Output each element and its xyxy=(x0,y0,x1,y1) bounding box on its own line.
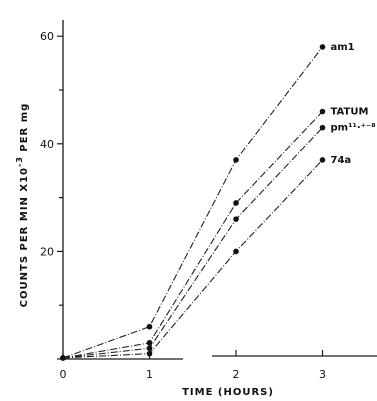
series-layer: am1 TATUM pm¹¹·⁺⁻⁸ 74a xyxy=(60,42,376,361)
series-label: TATUM xyxy=(331,107,369,118)
data-point xyxy=(146,350,153,357)
data-point xyxy=(233,157,239,163)
data-point xyxy=(319,157,326,163)
data-point xyxy=(319,124,326,131)
data-point xyxy=(319,44,326,50)
x-tick-label: 1 xyxy=(146,368,153,381)
y-tick-label: 40 xyxy=(40,138,54,151)
series-label: pm¹¹·⁺⁻⁸ xyxy=(331,123,376,134)
x-ticks: 0 1 2 3 xyxy=(60,350,326,381)
x-axis-label: TIME (HOURS) xyxy=(182,387,274,398)
series-line-3 xyxy=(62,159,323,359)
x-tick-label: 0 xyxy=(60,368,67,381)
data-point xyxy=(233,200,239,206)
y-axis-label-suffix: PER mg xyxy=(19,103,30,156)
x-axis xyxy=(63,355,377,360)
series-line-1 xyxy=(62,111,323,359)
x-tick-label: 2 xyxy=(233,368,240,381)
data-point xyxy=(146,323,153,330)
data-point xyxy=(146,340,153,346)
y-tick-label: 20 xyxy=(40,245,54,258)
series-line-0 xyxy=(62,46,323,359)
data-point xyxy=(60,355,66,361)
x-tick-label: 3 xyxy=(319,368,326,381)
y-axis-label: COUNTS PER MIN X10-3 PER mg xyxy=(15,103,30,308)
y-ticks: 20 40 60 xyxy=(40,30,63,360)
series-line-2 xyxy=(62,127,323,359)
series-label: 74a xyxy=(331,155,352,166)
y-axis-label-main: COUNTS PER MIN X10 xyxy=(19,167,30,307)
data-point xyxy=(146,345,153,352)
y-axis-label-exponent: -3 xyxy=(15,156,24,167)
data-point xyxy=(233,216,239,222)
series-label: am1 xyxy=(331,42,355,53)
data-point xyxy=(233,248,239,255)
data-point xyxy=(319,108,326,115)
y-tick-label: 60 xyxy=(40,30,54,43)
